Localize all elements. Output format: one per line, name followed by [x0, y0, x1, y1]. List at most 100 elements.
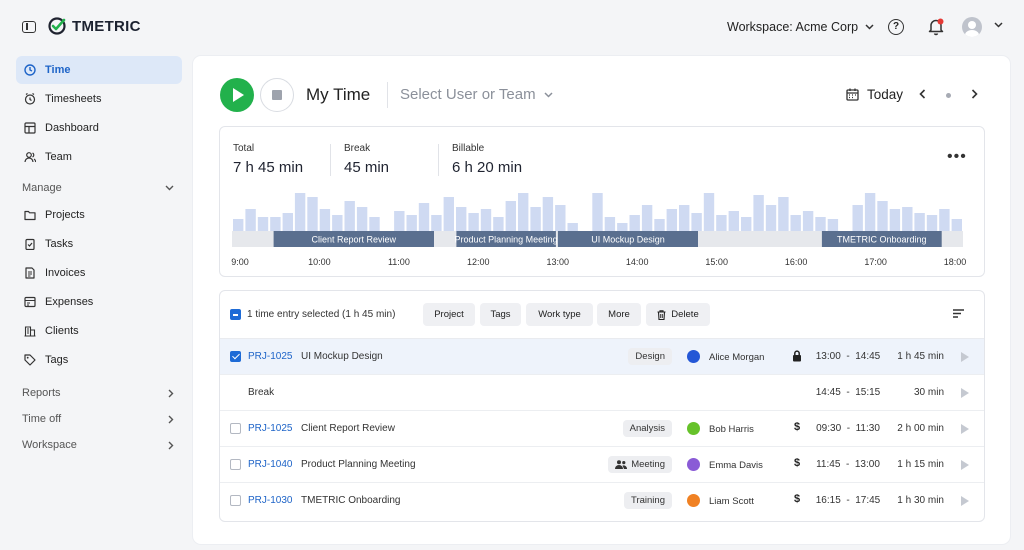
start-time: 13:00: [815, 351, 841, 362]
project-button[interactable]: Project: [423, 303, 475, 326]
date-picker[interactable]: Today: [846, 87, 903, 102]
sidebar-item-time-off[interactable]: Time off: [16, 406, 182, 432]
entry-description[interactable]: Product Planning Meeting: [301, 459, 416, 470]
play-entry-icon[interactable]: [961, 388, 969, 398]
row-checkbox[interactable]: [230, 495, 241, 506]
activity-bar: [394, 211, 405, 231]
entry-description[interactable]: UI Mockup Design: [301, 351, 383, 362]
time-range[interactable]: 16:15 - 17:45: [815, 495, 881, 506]
manage-section-toggle[interactable]: Manage: [16, 175, 182, 201]
timeline-chart: Client Report Review Product Planning Mee…: [231, 193, 966, 267]
workspace-label: Workspace: Acme Corp: [727, 20, 859, 34]
activity-bar: [815, 217, 826, 231]
sidebar-item-timesheets[interactable]: Timesheets: [16, 85, 182, 113]
sidebar-item-invoices[interactable]: Invoices: [16, 259, 182, 287]
work-type-tag[interactable]: Design: [628, 348, 672, 365]
table-row[interactable]: PRJ-1030 TMETRIC Onboarding Training Lia…: [220, 483, 984, 519]
more-options-icon[interactable]: •••: [947, 148, 967, 165]
entry-description[interactable]: Client Report Review: [301, 423, 395, 434]
start-timer-button[interactable]: [220, 78, 254, 112]
billable-icon[interactable]: $: [793, 457, 801, 469]
row-checkbox[interactable]: [230, 351, 241, 362]
sidebar-item-team[interactable]: Team: [16, 143, 182, 171]
row-checkbox[interactable]: [230, 459, 241, 470]
sidebar-item-label: Dashboard: [45, 122, 99, 134]
tags-button[interactable]: Tags: [480, 303, 521, 326]
sidebar-item-workspace[interactable]: Workspace: [16, 432, 182, 458]
trash-icon: [657, 309, 666, 320]
project-code-link[interactable]: PRJ-1025: [248, 423, 293, 434]
sort-icon[interactable]: [953, 309, 964, 318]
sidebar-item-label: Expenses: [45, 296, 94, 308]
segment-bar[interactable]: [821, 231, 942, 247]
timeline-segment[interactable]: Client Report Review: [273, 231, 434, 247]
billable-label: Billable: [452, 143, 485, 154]
select-all-checkbox[interactable]: [230, 309, 241, 320]
stop-timer-button[interactable]: [260, 78, 294, 112]
play-entry-icon[interactable]: [961, 424, 969, 434]
activity-bar: [369, 217, 380, 231]
more-button[interactable]: More: [597, 303, 641, 326]
work-type-tag[interactable]: Training: [624, 492, 672, 509]
activity-bar: [679, 205, 690, 231]
entry-description[interactable]: TMETRIC Onboarding: [301, 495, 401, 506]
workspace-selector[interactable]: Workspace: Acme Corp: [727, 20, 874, 34]
chevron-left-icon[interactable]: [919, 89, 926, 99]
user-avatar[interactable]: [962, 17, 982, 37]
sidebar-item-tasks[interactable]: Tasks: [16, 230, 182, 258]
time-range[interactable]: 13:00 - 14:45: [815, 351, 881, 362]
activity-bar: [480, 209, 492, 231]
sidebar-item-reports[interactable]: Reports: [16, 380, 182, 406]
sidebar-toggle-icon[interactable]: [22, 21, 36, 33]
timeline-segment[interactable]: Product Planning Meeting: [455, 231, 558, 247]
work-type-button[interactable]: Work type: [526, 303, 593, 326]
total-label: Total: [233, 143, 255, 154]
timeline-segment[interactable]: TMETRIC Onboarding: [821, 231, 942, 247]
segment-bar[interactable]: [456, 231, 556, 247]
sidebar-item-projects[interactable]: Projects: [16, 201, 182, 229]
logo[interactable]: TMETRIC: [48, 17, 141, 35]
sidebar-item-expenses[interactable]: Expenses: [16, 288, 182, 316]
x-tick-label: 11:00: [388, 257, 410, 267]
activity-bar: [914, 213, 925, 231]
timeline-segment[interactable]: UI Mockup Design: [557, 231, 698, 247]
work-type-tag[interactable]: Meeting: [608, 456, 672, 473]
notification-bell-icon[interactable]: [928, 18, 944, 36]
current-day-dot[interactable]: [946, 93, 951, 98]
timesheets-icon: [24, 93, 36, 105]
user-team-selector[interactable]: Select User or Team: [400, 86, 553, 103]
table-row[interactable]: PRJ-1025 Client Report Review Analysis B…: [220, 411, 984, 447]
project-code-link[interactable]: PRJ-1025: [248, 351, 293, 362]
table-row[interactable]: PRJ-1040 Product Planning Meeting Meetin…: [220, 447, 984, 483]
segment-bar[interactable]: [557, 231, 698, 247]
billable-icon[interactable]: $: [793, 421, 801, 433]
break-label: Break: [248, 387, 275, 398]
project-code-link[interactable]: PRJ-1040: [248, 459, 293, 470]
play-entry-icon[interactable]: [961, 496, 969, 506]
project-code-link[interactable]: PRJ-1030: [248, 495, 293, 506]
work-type-tag[interactable]: Analysis: [622, 420, 672, 437]
delete-button[interactable]: Delete: [646, 303, 710, 326]
activity-bar: [493, 217, 504, 231]
chevron-down-icon: [544, 91, 553, 98]
top-bar: TMETRIC Workspace: Acme Corp ?: [0, 0, 1024, 56]
activity-bar: [728, 211, 739, 231]
help-icon[interactable]: ?: [888, 19, 904, 35]
sidebar-item-clients[interactable]: Clients: [16, 317, 182, 345]
sidebar-item-dashboard[interactable]: Dashboard: [16, 114, 182, 142]
play-entry-icon[interactable]: [961, 352, 969, 362]
segment-bar[interactable]: [273, 231, 434, 247]
chevron-down-icon[interactable]: [994, 22, 1003, 28]
sidebar-item-time[interactable]: Time: [16, 56, 182, 84]
sidebar-item-tags[interactable]: Tags: [16, 346, 182, 374]
row-checkbox[interactable]: [230, 423, 241, 434]
time-range[interactable]: 11:45 - 13:00: [816, 459, 880, 470]
chevron-right-icon[interactable]: [971, 89, 978, 99]
billable-icon[interactable]: $: [793, 493, 801, 505]
time-range[interactable]: 09:30 - 11:30: [816, 423, 880, 434]
table-row[interactable]: PRJ-1025 UI Mockup Design Design Alice M…: [220, 339, 984, 375]
activity-bar: [617, 223, 628, 231]
segment-label: UI Mockup Design: [591, 235, 665, 245]
play-entry-icon[interactable]: [961, 460, 969, 470]
activity-bar: [555, 205, 566, 231]
